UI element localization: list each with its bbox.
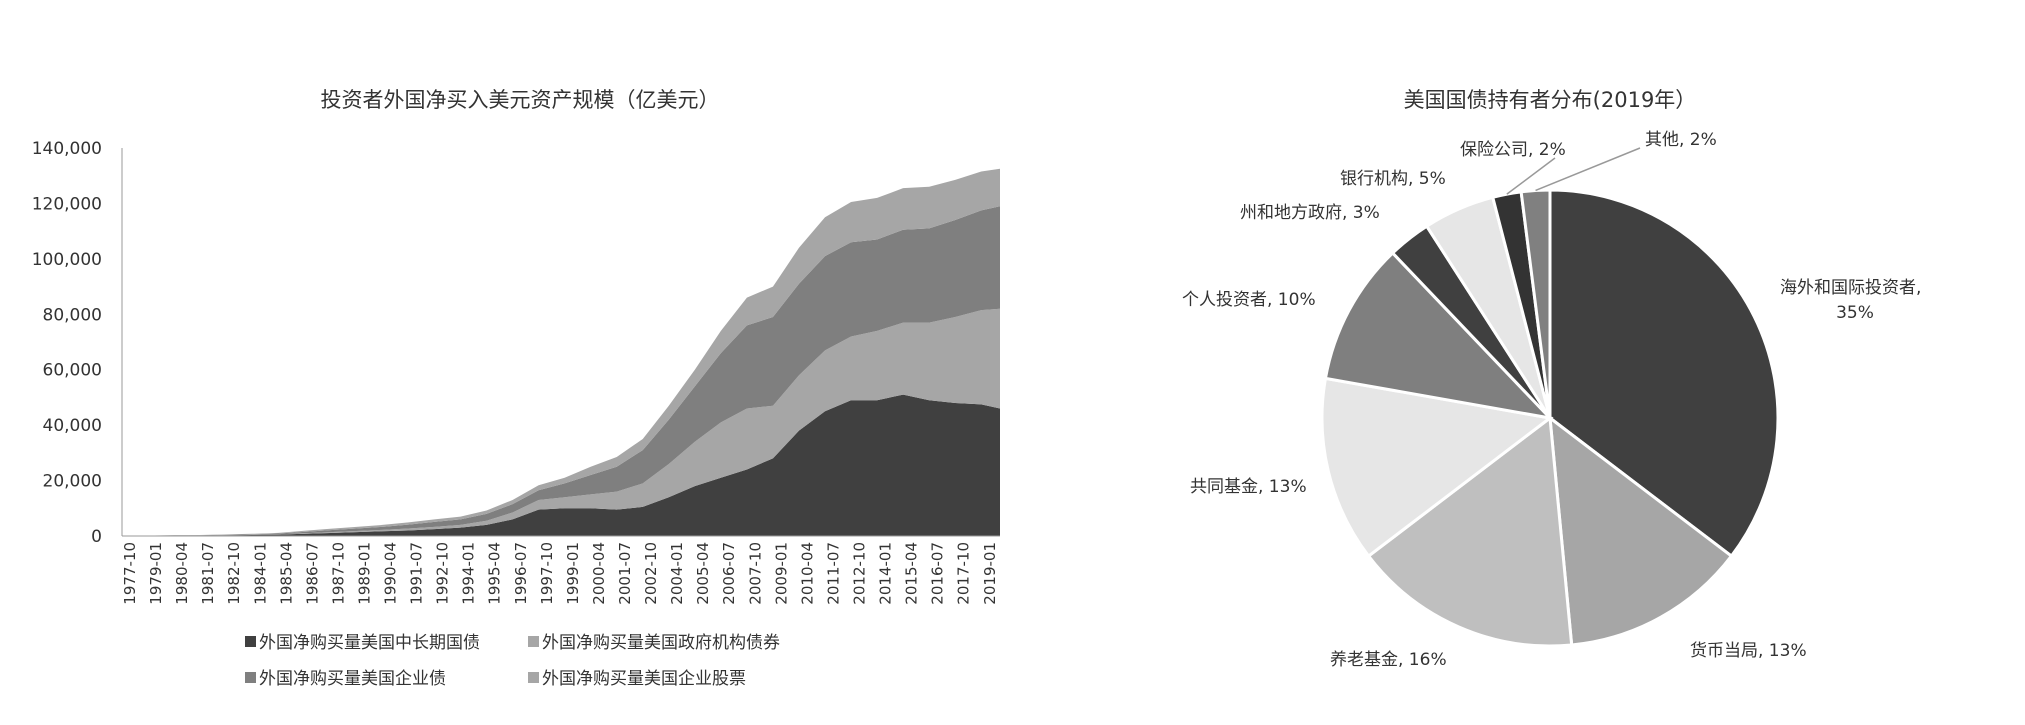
legend-swatch bbox=[528, 636, 539, 647]
x-tick-label: 2019-01 bbox=[981, 542, 999, 605]
x-tick-label: 1996-07 bbox=[512, 542, 530, 605]
legend-swatch bbox=[245, 636, 256, 647]
pie-label: 银行机构, 5% bbox=[1340, 169, 1446, 189]
pie-labels: 海外和国际投资者, 35% 货币当局, 13% 养老基金, 16% 共同基金, 13% 个… bbox=[1182, 130, 1921, 670]
y-axis: 0 20,000 40,000 60,000 80,000 100,000 120,000 1… bbox=[32, 139, 123, 547]
x-tick-label: 1989-01 bbox=[355, 542, 373, 605]
area-chart: 投资者外国净买入美元资产规模（亿美元） 0 20,000 40,000 60,000 8… bbox=[32, 88, 1000, 689]
x-tick-label: 1991-07 bbox=[408, 542, 426, 605]
pie-slice bbox=[1548, 188, 1780, 559]
pie-chart-title: 美国国债持有者分布(2019年） bbox=[1404, 88, 1697, 112]
x-axis: 1977-10 1979-01 1980-04 1981-07 1982-10 1984-… bbox=[121, 535, 1000, 605]
pie-label: 货币当局, 13% bbox=[1690, 641, 1807, 661]
x-tick-label: 1982-10 bbox=[225, 542, 243, 605]
area-series-4 bbox=[122, 168, 1000, 537]
x-tick-label: 2004-01 bbox=[668, 542, 686, 605]
legend-label: 外国净购买量美国企业债 bbox=[259, 669, 446, 689]
y-tick-label: 100,000 bbox=[32, 250, 102, 270]
x-tick-label: 1980-04 bbox=[173, 542, 191, 605]
x-tick-label: 1994-01 bbox=[460, 542, 478, 605]
x-tick-label: 1990-04 bbox=[382, 542, 400, 605]
area-series-3 bbox=[122, 206, 1000, 536]
pie-leader-line bbox=[1535, 147, 1641, 192]
pie-slice bbox=[1366, 415, 1574, 648]
x-tick-label: 2012-10 bbox=[850, 542, 868, 605]
x-tick-label: 1987-10 bbox=[329, 542, 347, 605]
pie-label: 共同基金, 13% bbox=[1190, 477, 1307, 497]
pie-slice bbox=[1320, 376, 1554, 559]
x-tick-label: 1979-01 bbox=[147, 542, 165, 605]
x-tick-label: 1986-07 bbox=[303, 542, 321, 605]
legend-swatch bbox=[528, 672, 539, 683]
legend-label: 外国净购买量美国中长期国债 bbox=[259, 633, 480, 653]
pie-label: 海外和国际投资者, bbox=[1780, 278, 1921, 298]
x-tick-label: 1995-04 bbox=[486, 542, 504, 605]
y-tick-label: 20,000 bbox=[43, 472, 102, 492]
y-tick-label: 60,000 bbox=[43, 361, 102, 381]
legend-label: 外国净购买量美国政府机构债券 bbox=[542, 633, 780, 653]
x-tick-label: 2007-10 bbox=[746, 542, 764, 605]
area-series-1 bbox=[122, 394, 1000, 536]
x-tick-label: 2017-10 bbox=[955, 542, 973, 605]
y-tick-label: 80,000 bbox=[43, 305, 102, 325]
y-tick-label: 140,000 bbox=[32, 139, 102, 159]
pie-slice bbox=[1323, 250, 1555, 421]
pie-label: 养老基金, 16% bbox=[1330, 650, 1447, 670]
pie-label: 其他, 2% bbox=[1645, 130, 1717, 150]
x-tick-label: 2005-04 bbox=[694, 542, 712, 605]
x-tick-label: 1992-10 bbox=[434, 542, 452, 605]
x-tick-label: 1981-07 bbox=[199, 542, 217, 605]
x-tick-label: 1985-04 bbox=[277, 542, 295, 605]
x-tick-label: 2001-07 bbox=[616, 542, 634, 605]
legend-label: 外国净购买量美国企业股票 bbox=[542, 669, 746, 689]
x-tick-label: 1984-01 bbox=[251, 542, 269, 605]
x-tick-label: 2006-07 bbox=[720, 542, 738, 605]
y-tick-label: 120,000 bbox=[32, 194, 102, 214]
pie-chart: 美国国债持有者分布(2019年） 海外和国际投资者, 35% 货币当局, 13% 养老… bbox=[1182, 88, 1921, 670]
x-tick-label: 2014-01 bbox=[877, 542, 895, 605]
area-plot bbox=[122, 168, 1000, 537]
pie-leader-line bbox=[1506, 157, 1556, 195]
x-tick-label: 1997-10 bbox=[538, 542, 556, 605]
x-tick-label: 1999-01 bbox=[564, 542, 582, 605]
x-tick-label: 1977-10 bbox=[121, 542, 139, 605]
y-tick-label: 40,000 bbox=[43, 416, 102, 436]
x-tick-label: 2000-04 bbox=[590, 542, 608, 605]
area-chart-title: 投资者外国净买入美元资产规模（亿美元） bbox=[321, 88, 720, 112]
x-tick-label: 2015-04 bbox=[903, 542, 921, 605]
x-tick-label: 2011-07 bbox=[824, 542, 842, 605]
y-tick-label: 0 bbox=[91, 527, 102, 547]
pie-label: 个人投资者, 10% bbox=[1182, 290, 1316, 310]
x-tick-label: 2002-10 bbox=[642, 542, 660, 605]
pie-slices bbox=[1320, 188, 1780, 648]
x-tick-label: 2009-01 bbox=[772, 542, 790, 605]
area-series-2 bbox=[122, 308, 1000, 536]
pie-label: 州和地方政府, 3% bbox=[1240, 203, 1380, 223]
x-tick-label: 2010-04 bbox=[798, 542, 816, 605]
legend-swatch bbox=[245, 672, 256, 683]
x-tick-label: 2016-07 bbox=[929, 542, 947, 605]
pie-label-pct: 35% bbox=[1836, 303, 1874, 323]
pie-label: 保险公司, 2% bbox=[1460, 140, 1566, 160]
pie-slice bbox=[1548, 414, 1734, 647]
